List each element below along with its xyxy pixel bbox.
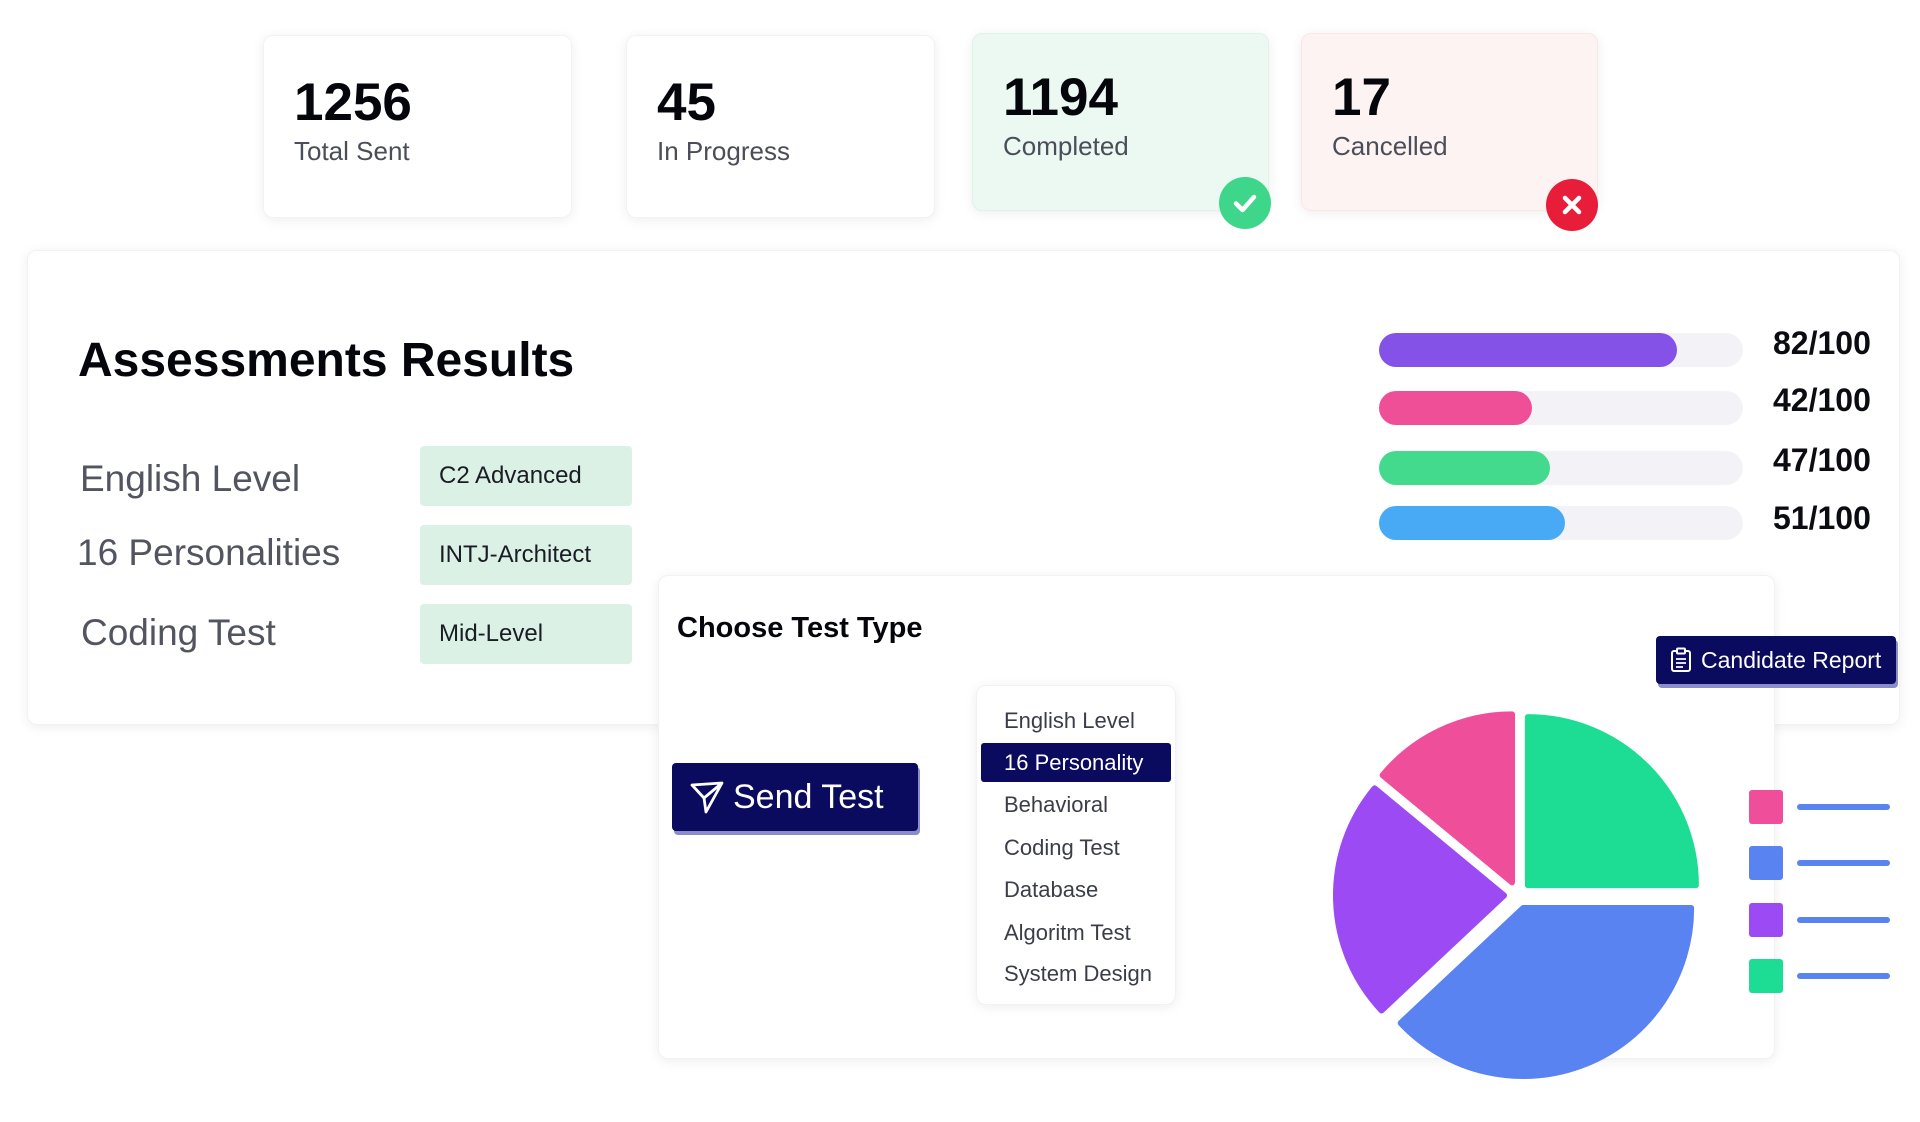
send-test-label: Send Test — [733, 777, 884, 816]
result-pill-coding: Mid-Level — [420, 604, 632, 664]
pie-slice — [1397, 905, 1695, 1080]
test-type-option[interactable]: English Level — [1004, 707, 1135, 733]
legend-line — [1797, 917, 1890, 923]
pie-chart — [1333, 711, 1699, 1080]
score-label: 42/100 — [1773, 382, 1871, 418]
send-icon — [689, 779, 725, 815]
stat-card-completed: 1194 Completed — [972, 33, 1269, 211]
x-circle-icon — [1546, 179, 1598, 231]
test-type-option[interactable]: Coding Test — [1004, 834, 1120, 860]
score-label: 47/100 — [1773, 442, 1871, 478]
test-type-option[interactable]: Database — [1004, 876, 1099, 902]
stat-label: Total Sent — [294, 136, 410, 166]
legend-swatch — [1749, 790, 1783, 824]
legend-line — [1797, 860, 1890, 866]
send-test-button[interactable]: Send Test — [672, 763, 918, 831]
stat-label: Completed — [1003, 131, 1129, 161]
result-pill-english: C2 Advanced — [420, 446, 632, 506]
stat-card-total-sent: 1256 Total Sent — [263, 35, 572, 218]
score-label: 82/100 — [1773, 325, 1871, 361]
result-label-personalities: 16 Personalities — [77, 532, 341, 573]
score-fill — [1379, 506, 1565, 540]
assessments-title: Assessments Results — [78, 334, 575, 387]
legend-swatch — [1749, 959, 1783, 993]
pie-slice — [1379, 711, 1516, 886]
test-panel-title: Choose Test Type — [677, 612, 923, 644]
result-label-coding: Coding Test — [81, 612, 276, 653]
check-circle-icon — [1219, 177, 1271, 229]
score-track — [1379, 333, 1743, 367]
stat-value: 17 — [1332, 68, 1391, 127]
stat-value: 1194 — [1003, 68, 1118, 127]
stat-label: Cancelled — [1332, 131, 1448, 161]
stat-value: 45 — [657, 73, 716, 132]
test-type-list — [976, 685, 1176, 1005]
score-fill — [1379, 333, 1678, 367]
score-track — [1379, 451, 1743, 485]
stat-value: 1256 — [294, 73, 412, 132]
legend-swatch — [1749, 846, 1783, 880]
candidate-report-label: Candidate Report — [1701, 646, 1882, 673]
test-type-option[interactable]: Algoritm Test — [1004, 919, 1131, 945]
legend-swatch — [1749, 903, 1783, 937]
pie-slice — [1333, 785, 1508, 1014]
pie-slice — [1524, 714, 1699, 889]
stat-card-cancelled: 17 Cancelled — [1301, 33, 1598, 211]
test-type-option[interactable]: 16 Personality — [981, 743, 1171, 782]
clipboard-icon — [1670, 647, 1692, 673]
score-fill — [1379, 451, 1551, 485]
result-pill-personalities: INTJ-Architect — [420, 525, 632, 585]
score-track — [1379, 391, 1743, 425]
legend-line — [1797, 973, 1890, 979]
test-type-option[interactable]: Behavioral — [1004, 791, 1108, 817]
score-track — [1379, 506, 1743, 540]
result-label-english: English Level — [80, 458, 301, 499]
stat-card-in-progress: 45 In Progress — [626, 35, 935, 218]
score-fill — [1379, 391, 1532, 425]
test-type-option[interactable]: System Design — [1004, 960, 1152, 986]
candidate-report-button[interactable]: Candidate Report — [1656, 636, 1896, 684]
stat-label: In Progress — [657, 136, 790, 166]
score-label: 51/100 — [1773, 500, 1871, 536]
legend-line — [1797, 804, 1890, 810]
